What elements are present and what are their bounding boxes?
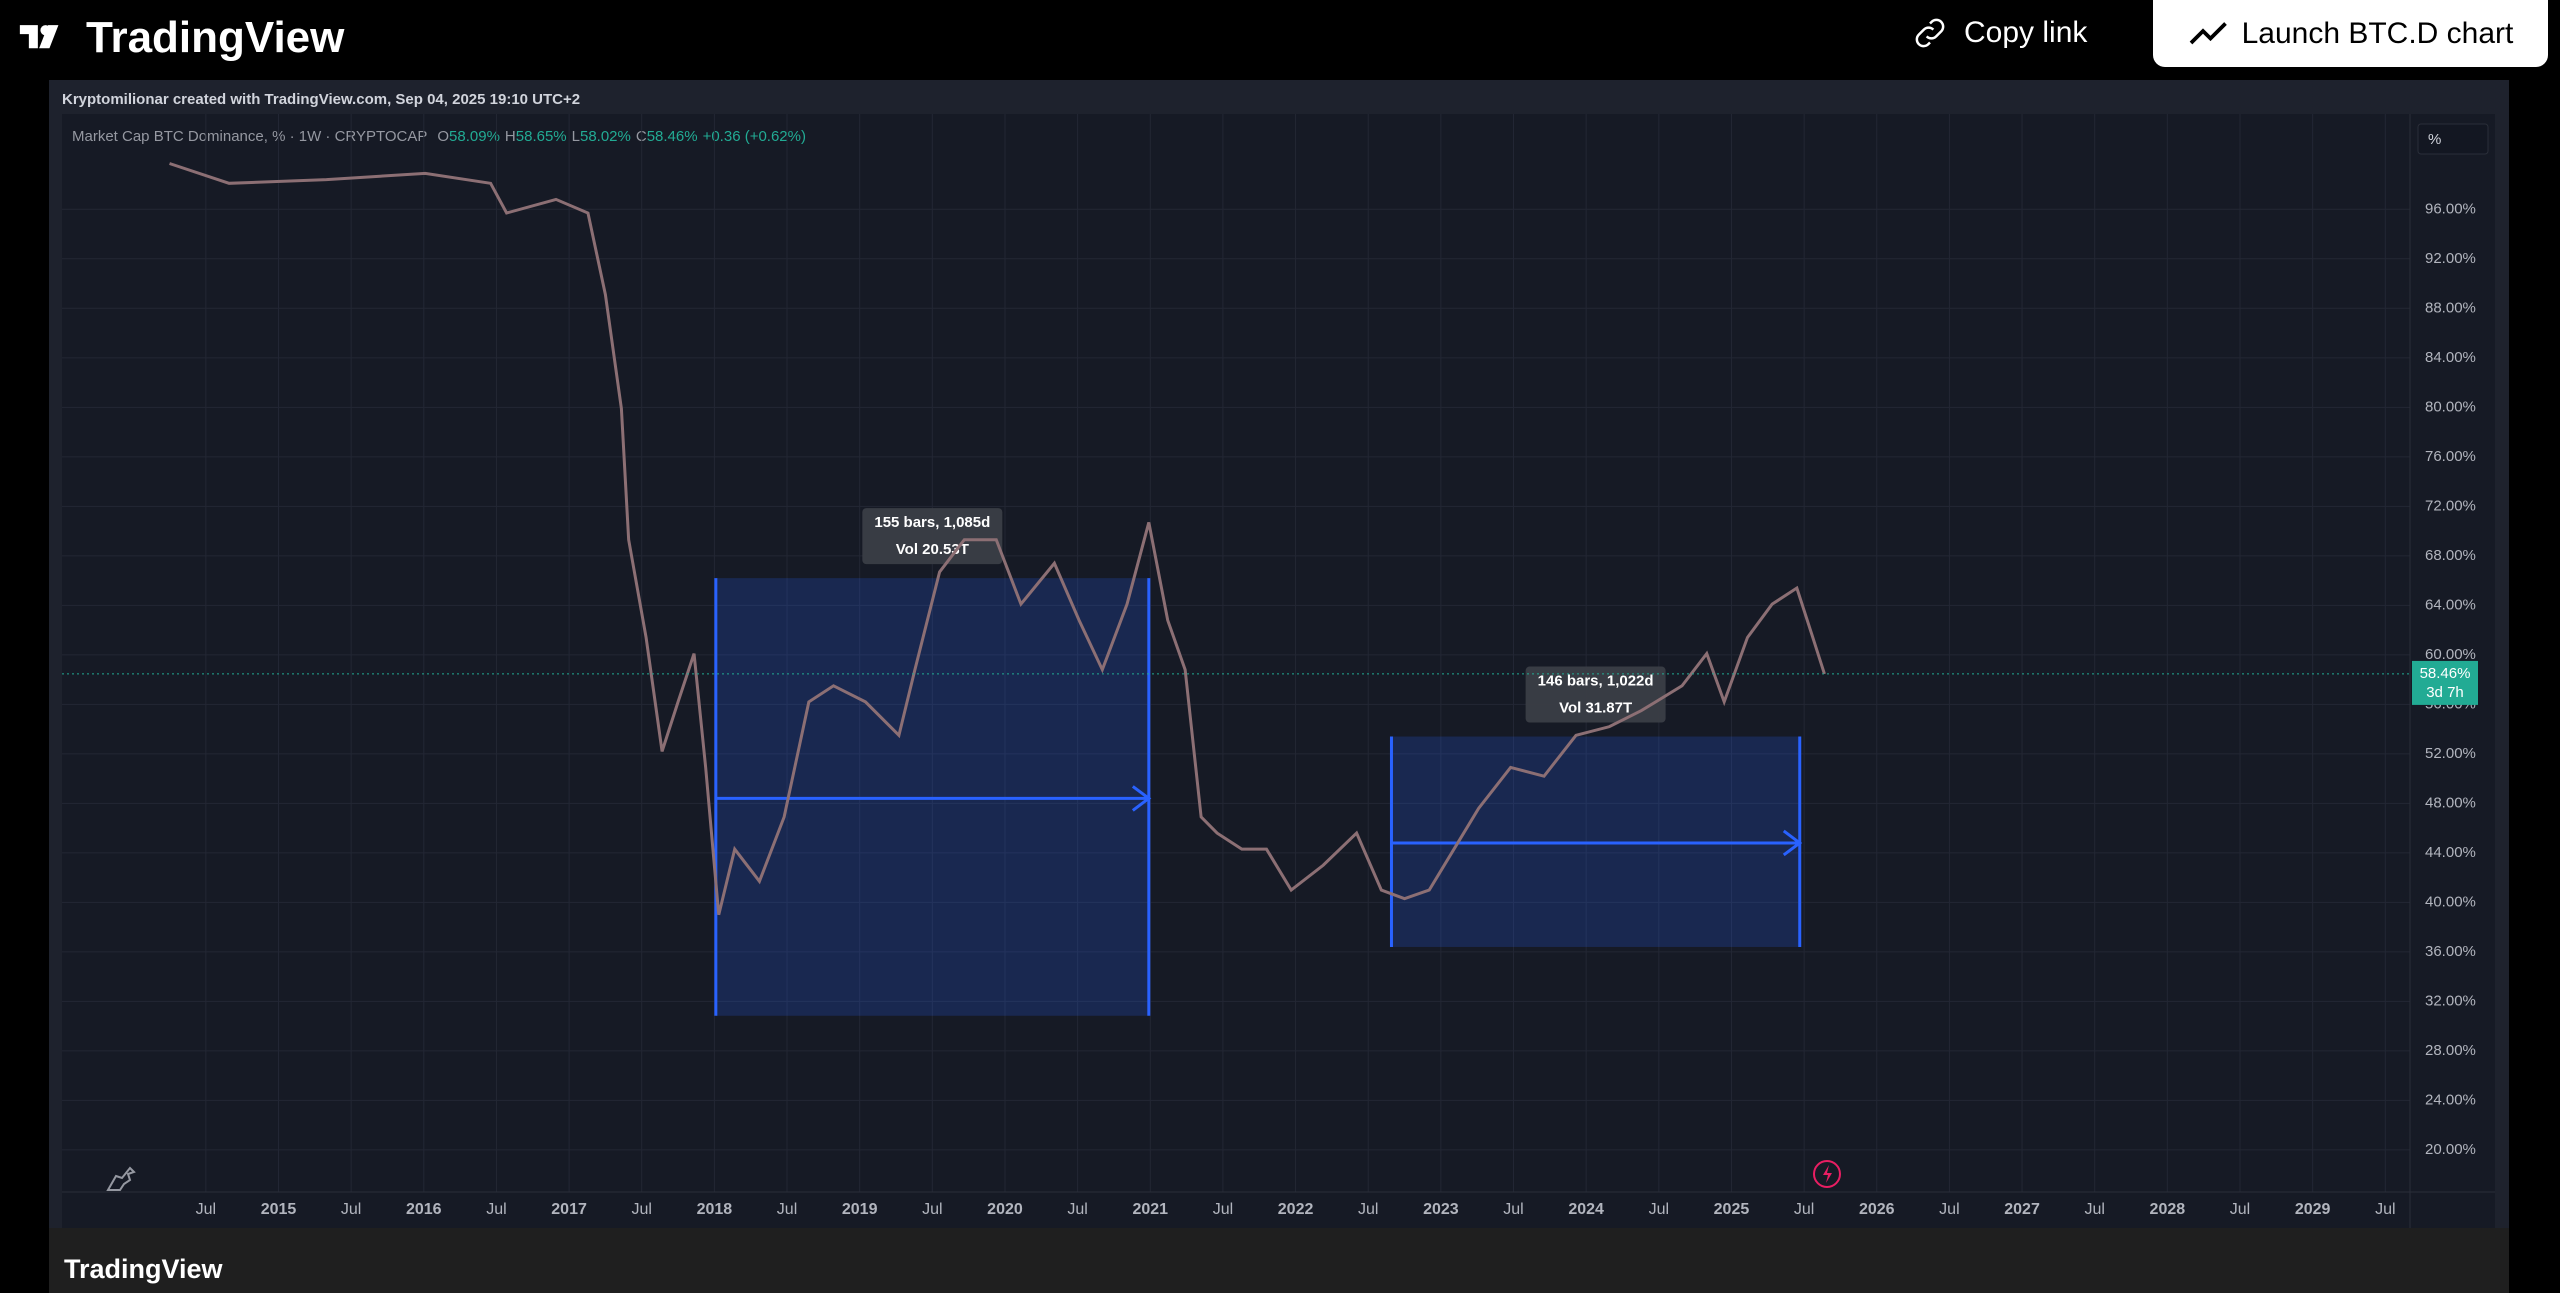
event-icon xyxy=(1813,1160,1841,1188)
legend-value: 58.65% xyxy=(516,128,567,145)
y-tick-label: 76.00% xyxy=(2425,448,2476,465)
scale-button-text: % xyxy=(2428,131,2441,148)
x-tick-label: Jul xyxy=(1358,1201,1378,1218)
range-box xyxy=(1391,736,1800,947)
legend: Market Cap BTC Dominance, % · 1W · CRYPT… xyxy=(72,128,806,145)
x-tick-label: Jul xyxy=(341,1201,361,1218)
scale-button xyxy=(2417,123,2489,155)
y-tick-label: 60.00% xyxy=(2425,646,2476,663)
y-tick-label: 68.00% xyxy=(2425,547,2476,564)
dino-icon xyxy=(106,1166,136,1191)
x-tick-label: 2015 xyxy=(261,1201,297,1218)
last-price-label: 58.46% xyxy=(2420,665,2471,682)
chart-frame xyxy=(49,80,2509,1228)
y-tick-label: 64.00% xyxy=(2425,596,2476,613)
x-tick-label: 2025 xyxy=(1714,1201,1750,1218)
y-tick-label: 88.00% xyxy=(2425,299,2476,316)
footer-logo: TradingView xyxy=(64,1254,224,1284)
plot-bg xyxy=(62,114,2495,1228)
x-tick-label: Jul xyxy=(1067,1201,1087,1218)
x-tick-label: Jul xyxy=(777,1201,797,1218)
arrow-head xyxy=(1782,829,1803,857)
chart-icon xyxy=(2189,21,2227,44)
y-tick-label: 96.00% xyxy=(2425,200,2476,217)
event-icon-bolt xyxy=(1823,1165,1832,1183)
range-label: 155 bars, 1,085d xyxy=(874,514,990,531)
legend-value: 58.09% xyxy=(449,128,500,145)
x-tick-label: Jul xyxy=(632,1201,652,1218)
copy-link[interactable]: Copy link xyxy=(1910,10,2087,55)
x-tick-label: Jul xyxy=(1503,1201,1523,1218)
copy-link-text: Copy link xyxy=(1964,15,2088,49)
caption: Kryptomilionar created with TradingView.… xyxy=(62,91,580,108)
price-line xyxy=(169,162,1826,916)
y-tick-label: 72.00% xyxy=(2425,497,2476,514)
x-tick-label: Jul xyxy=(196,1201,216,1218)
x-tick-label: 2027 xyxy=(2004,1201,2040,1218)
x-tick-label: 2029 xyxy=(2295,1201,2331,1218)
footer-bar xyxy=(49,1228,2509,1293)
legend-key: O xyxy=(437,128,449,145)
logo-icon xyxy=(19,25,59,49)
y-tick-label: 28.00% xyxy=(2425,1042,2476,1059)
launch-button[interactable]: Launch BTC.D chart xyxy=(2153,0,2548,67)
range-label: Vol 31.87T xyxy=(1559,700,1632,717)
range-box xyxy=(715,578,1149,1016)
x-tick-label: 2028 xyxy=(2150,1201,2186,1218)
range-label-box xyxy=(1525,666,1666,723)
logo-text: TradingView xyxy=(86,13,345,62)
legend-key: L xyxy=(572,128,580,145)
y-tick-label: 56.00% xyxy=(2425,695,2476,712)
y-tick-label: 52.00% xyxy=(2425,745,2476,762)
legend-value: 58.46% xyxy=(647,128,698,145)
y-tick-label: 36.00% xyxy=(2425,943,2476,960)
legend-value: 58.02% xyxy=(580,128,631,145)
y-tick-label: 20.00% xyxy=(2425,1141,2476,1158)
range-label: 146 bars, 1,022d xyxy=(1538,673,1654,690)
range-label-box xyxy=(862,508,1003,565)
x-tick-label: 2022 xyxy=(1278,1201,1314,1218)
y-tick-label: 24.00% xyxy=(2425,1091,2476,1108)
y-tick-label: 44.00% xyxy=(2425,844,2476,861)
link-icon xyxy=(1915,18,1945,47)
x-tick-label: 2021 xyxy=(1132,1201,1168,1218)
countdown-label: 3d 7h xyxy=(2426,684,2464,701)
x-tick-label: Jul xyxy=(1213,1201,1233,1218)
x-tick-label: Jul xyxy=(2375,1201,2395,1218)
legend-key: H xyxy=(505,128,516,145)
legend-key: C xyxy=(636,128,647,145)
x-tick-label: Jul xyxy=(2230,1201,2250,1218)
x-tick-label: Jul xyxy=(1794,1201,1814,1218)
x-tick-label: Jul xyxy=(1649,1201,1669,1218)
x-tick-label: 2019 xyxy=(842,1201,878,1218)
x-tick-label: 2020 xyxy=(987,1201,1023,1218)
logo[interactable]: TradingView xyxy=(8,8,344,68)
x-tick-label: Jul xyxy=(2084,1201,2104,1218)
y-tick-label: 84.00% xyxy=(2425,349,2476,366)
x-tick-label: 2016 xyxy=(406,1201,442,1218)
x-tick-label: 2024 xyxy=(1568,1201,1604,1218)
y-tick-label: 32.00% xyxy=(2425,992,2476,1009)
legend-symbol: Market Cap BTC Dominance, % · 1W · CRYPT… xyxy=(72,128,427,145)
y-tick-label: 48.00% xyxy=(2425,794,2476,811)
x-tick-label: 2018 xyxy=(697,1201,733,1218)
x-tick-label: 2026 xyxy=(1859,1201,1895,1218)
x-tick-label: 2023 xyxy=(1423,1201,1459,1218)
legend-change: +0.36 (+0.62%) xyxy=(703,128,806,145)
arrow-head xyxy=(1131,785,1152,812)
x-tick-label: Jul xyxy=(922,1201,942,1218)
x-tick-label: Jul xyxy=(486,1201,506,1218)
launch-text: Launch BTC.D chart xyxy=(2241,16,2514,50)
y-tick-label: 40.00% xyxy=(2425,893,2476,910)
x-tick-label: Jul xyxy=(1939,1201,1959,1218)
x-tick-label: 2017 xyxy=(551,1201,587,1218)
range-label: Vol 20.53T xyxy=(896,541,969,558)
y-tick-label: 80.00% xyxy=(2425,398,2476,415)
last-price-box xyxy=(2412,660,2478,705)
y-tick-label: 92.00% xyxy=(2425,250,2476,267)
